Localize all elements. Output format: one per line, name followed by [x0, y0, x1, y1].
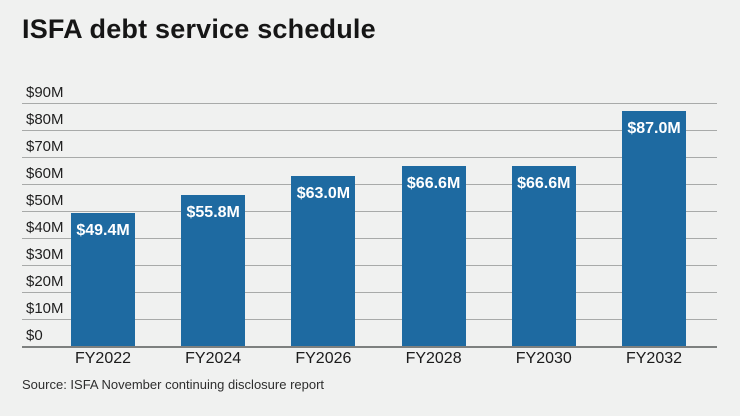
bar: $66.6M: [401, 166, 466, 346]
gridline: [22, 103, 717, 104]
y-tick-label: $80M: [26, 111, 64, 128]
y-tick-label: $90M: [26, 84, 64, 101]
gridline: [22, 238, 717, 239]
bar: $87.0M: [622, 111, 686, 346]
x-tick-label: FY2032: [625, 350, 683, 367]
bar-value-label: $63.0M: [296, 184, 351, 202]
y-tick-label: $20M: [26, 273, 64, 290]
x-tick-label: FY2026: [295, 350, 352, 367]
gridline: [22, 319, 717, 320]
gridline: [22, 211, 717, 212]
bar: $66.6M: [511, 166, 576, 346]
y-tick-label: $60M: [26, 165, 64, 182]
gridline: [22, 184, 717, 185]
bar: $49.4M: [71, 212, 135, 346]
gridline: [22, 292, 717, 293]
bar-value-label: $66.6M: [406, 175, 461, 193]
gridline: [22, 130, 717, 131]
y-tick-label: $70M: [26, 138, 64, 155]
y-tick-label: $40M: [26, 219, 64, 236]
bar-value-label: $87.0M: [627, 120, 681, 138]
chart-title: ISFA debt service schedule: [22, 14, 376, 44]
bar: $63.0M: [291, 175, 356, 346]
y-tick-label: $0: [26, 327, 43, 344]
y-tick-label: $10M: [26, 300, 64, 317]
bar-value-label: $55.8M: [186, 204, 240, 222]
x-tick-label: FY2030: [515, 350, 572, 367]
x-tick-label: FY2022: [74, 350, 132, 367]
x-tick-label: FY2028: [405, 350, 462, 367]
bar: $55.8M: [181, 195, 246, 346]
x-axis-line: [22, 346, 717, 348]
bar-value-label: $66.6M: [517, 175, 571, 193]
source-note: Source: ISFA November continuing disclos…: [22, 377, 325, 392]
bar-value-label: $49.4M: [76, 221, 130, 239]
y-tick-label: $50M: [26, 192, 64, 209]
x-tick-label: FY2024: [185, 350, 242, 367]
y-tick-label: $30M: [26, 246, 64, 263]
gridline: [22, 265, 717, 266]
gridline: [22, 157, 717, 158]
